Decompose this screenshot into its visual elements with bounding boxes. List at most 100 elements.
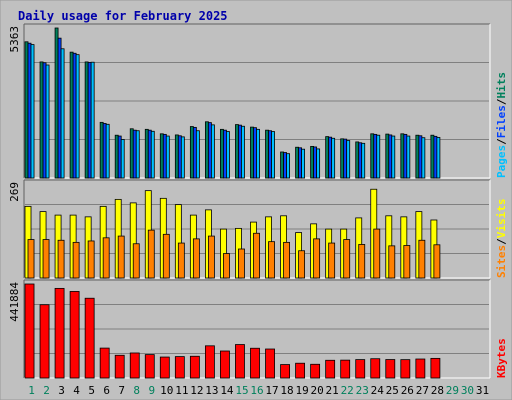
hits-bar-pages-day-26 xyxy=(406,135,411,179)
visits-bar-sites-day-17 xyxy=(268,241,275,279)
hits-bar-hits-day-20 xyxy=(310,145,315,179)
hits-bar-pages-day-17 xyxy=(271,131,275,179)
hits-bar-files-day-9 xyxy=(147,129,152,179)
kbytes-legend: KBytes xyxy=(495,338,508,378)
hits-bar-hits-day-21 xyxy=(325,136,330,179)
day-label-10: 10 xyxy=(160,384,173,397)
hits-bar-pages-day-12 xyxy=(195,130,200,179)
kbytes-bar-kbytes-day-8 xyxy=(129,352,140,379)
kbytes-bar-kbytes-day-17 xyxy=(265,348,275,379)
day-label-29: 29 xyxy=(446,384,459,397)
visits-bar-sites-day-16 xyxy=(253,232,260,279)
hits-bar-files-day-3 xyxy=(57,37,62,179)
hits-bar-hits-day-16 xyxy=(250,126,254,179)
hits-bar-pages-day-25 xyxy=(391,135,396,179)
kbytes-bar-kbytes-day-3 xyxy=(54,287,65,379)
kbytes-bar-kbytes-day-16 xyxy=(250,347,260,379)
hits-bar-files-day-22 xyxy=(343,138,348,179)
hits-bar-files-day-26 xyxy=(403,133,408,179)
day-label-3: 3 xyxy=(58,384,65,397)
hits-bar-pages-day-18 xyxy=(286,153,290,179)
visits-bar-sites-day-1 xyxy=(27,239,35,279)
day-label-5: 5 xyxy=(88,384,95,397)
kbytes-bar-kbytes-day-4 xyxy=(69,291,80,379)
visits-bar-sites-day-2 xyxy=(42,239,50,279)
day-label-9: 9 xyxy=(148,384,155,397)
hits-bar-hits-day-10 xyxy=(159,133,164,179)
kbytes-bar-kbytes-day-6 xyxy=(99,347,110,379)
day-label-21: 21 xyxy=(326,384,339,397)
visits-bar-sites-day-6 xyxy=(102,237,110,279)
hits-bar-files-day-21 xyxy=(328,136,333,179)
day-label-4: 4 xyxy=(73,384,80,397)
hits-bar-files-day-25 xyxy=(388,134,393,179)
hits-bar-hits-day-13 xyxy=(204,121,209,179)
hits-bar-hits-day-4 xyxy=(69,51,74,179)
hits-bar-files-day-4 xyxy=(72,52,77,179)
visits-bar-sites-day-3 xyxy=(57,239,65,279)
kbytes-bar-kbytes-day-23 xyxy=(355,359,366,379)
hits-bar-pages-day-13 xyxy=(210,124,215,179)
hits-bar-hits-day-2 xyxy=(39,61,44,179)
hits-bar-files-day-11 xyxy=(177,135,182,179)
kbytes-bar-kbytes-day-26 xyxy=(400,359,411,379)
day-label-23: 23 xyxy=(356,384,369,397)
day-label-20: 20 xyxy=(311,384,324,397)
hits-bar-hits-day-8 xyxy=(129,128,134,179)
hits-bar-hits-day-3 xyxy=(54,27,59,179)
hits-legend-entry-2: Files xyxy=(495,105,508,138)
visits-bar-sites-day-13 xyxy=(207,235,215,279)
hits-legend: Pages/Files/Hits xyxy=(495,72,508,178)
hits-bar-pages-day-27 xyxy=(421,137,426,179)
kbytes-bar-kbytes-day-28 xyxy=(430,357,441,379)
hits-bar-hits-day-24 xyxy=(370,133,375,179)
hits-legend-entry-3: / xyxy=(495,98,508,105)
hits-bar-hits-day-7 xyxy=(114,134,119,179)
visits-bar-sites-day-19 xyxy=(298,250,306,279)
visits-bar-sites-day-15 xyxy=(238,248,245,279)
hits-bar-hits-day-14 xyxy=(220,128,224,179)
hits-bar-files-day-14 xyxy=(223,129,227,179)
hits-bar-pages-day-16 xyxy=(256,128,260,179)
hits-bar-pages-day-6 xyxy=(105,123,110,179)
hits-bar-files-day-5 xyxy=(87,62,92,179)
visits-bar-sites-day-20 xyxy=(313,238,321,279)
hits-bar-hits-day-12 xyxy=(189,126,194,179)
hits-bar-hits-day-27 xyxy=(415,134,420,179)
day-label-8: 8 xyxy=(133,384,140,397)
day-label-6: 6 xyxy=(103,384,110,397)
visits-bar-sites-day-21 xyxy=(328,242,336,279)
day-label-12: 12 xyxy=(190,384,203,397)
visits-bar-sites-day-9 xyxy=(147,229,155,279)
chart-title: Daily usage for February 2025 xyxy=(18,9,228,23)
hits-legend-entry-1: / xyxy=(495,138,508,145)
hits-bar-files-day-16 xyxy=(253,127,257,179)
kbytes-bar-kbytes-day-13 xyxy=(204,345,215,379)
hits-bar-hits-day-1 xyxy=(24,41,29,179)
kbytes-panel: 441884 KBytes xyxy=(8,279,508,379)
visits-bar-sites-day-12 xyxy=(192,238,200,279)
visits-bar-sites-day-22 xyxy=(343,239,351,279)
hits-bar-pages-day-19 xyxy=(301,148,306,179)
hits-bar-pages-day-20 xyxy=(316,148,321,179)
visits-bar-sites-day-27 xyxy=(418,239,426,279)
visits-bar-sites-day-26 xyxy=(403,245,411,279)
day-label-7: 7 xyxy=(118,384,125,397)
visits-bar-sites-day-28 xyxy=(433,244,441,279)
visits-max-label: 269 xyxy=(8,182,21,202)
hits-bar-pages-day-14 xyxy=(226,131,230,179)
hits-legend-entry-4: Hits xyxy=(495,72,508,99)
visits-bar-sites-day-24 xyxy=(373,228,381,279)
visits-legend-entry-0: Sites xyxy=(495,245,508,278)
hits-bar-pages-day-10 xyxy=(165,135,170,179)
kbytes-bar-kbytes-day-15 xyxy=(235,344,245,379)
kbytes-bar-kbytes-day-25 xyxy=(385,359,396,379)
day-label-14: 14 xyxy=(220,384,234,397)
kbytes-bar-kbytes-day-9 xyxy=(144,354,155,379)
hits-bar-pages-day-4 xyxy=(75,54,80,179)
visits-bar-sites-day-18 xyxy=(283,241,290,279)
hits-bar-files-day-6 xyxy=(102,123,107,179)
visits-bar-sites-day-4 xyxy=(72,241,80,279)
hits-bar-files-day-18 xyxy=(283,152,287,179)
hits-bar-files-day-28 xyxy=(433,135,438,179)
